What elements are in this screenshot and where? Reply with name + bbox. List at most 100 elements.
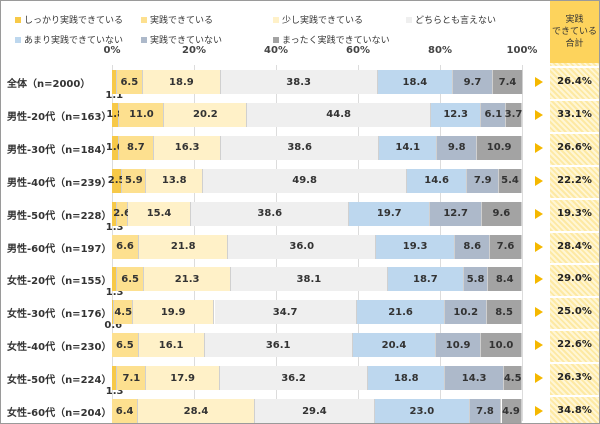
bar-segment: 8.6 xyxy=(455,234,491,259)
bar-segment: 6.6 xyxy=(112,234,140,259)
bar-segment: 36.1 xyxy=(204,333,353,358)
arrow-icon xyxy=(535,175,543,186)
bar-segment: 2.5 xyxy=(108,168,125,193)
bar-segment: 12.3 xyxy=(430,102,482,127)
bar-segment: 16.1 xyxy=(138,333,205,358)
arrow-icon xyxy=(535,274,543,285)
bar-segment: 28.4 xyxy=(138,399,255,423)
bar-segment: 13.8 xyxy=(146,168,204,193)
bar-segment: 18.9 xyxy=(143,70,221,94)
arrow-icon xyxy=(535,373,543,384)
row-label: 女性-60代（n=204） xyxy=(7,408,112,419)
bar-segment: 15.4 xyxy=(127,201,192,226)
bar-segment: 9.8 xyxy=(437,135,478,160)
bar-segment: 10.2 xyxy=(445,300,488,325)
bar-segment: 14.3 xyxy=(445,366,504,391)
arrow-icon xyxy=(535,307,543,318)
gridline xyxy=(522,65,523,421)
total-label: 26.4% xyxy=(557,76,592,87)
arrow-icon xyxy=(535,142,543,153)
arrow-icon xyxy=(535,208,543,219)
bar-segment: 12.7 xyxy=(430,201,483,226)
bar-segment: 10.9 xyxy=(436,333,481,358)
row-label: 男性-60代（n=197） xyxy=(7,243,112,255)
bar-segment: 7.4 xyxy=(492,70,524,94)
bar-segment: 36.2 xyxy=(219,366,369,391)
legend-item: どちらとも言えない xyxy=(406,13,496,26)
legend-swatch xyxy=(15,36,21,43)
bar-segment: 7.1 xyxy=(117,366,147,391)
bar-segment: 19.3 xyxy=(376,234,456,259)
row-label: 男性-50代（n=228） xyxy=(7,210,112,222)
bar-segment: 1.8 xyxy=(106,102,124,127)
legend-label: しっかり実践できている xyxy=(24,16,124,26)
bar-segment xyxy=(112,366,118,391)
legend-swatch xyxy=(15,16,21,23)
arrow-icon xyxy=(535,340,543,351)
row-label: 男性-40代（n=239） xyxy=(7,177,112,189)
legend-label: 少し実践できている xyxy=(282,16,364,26)
legend-swatch xyxy=(141,36,147,43)
legend-label: あまり実践できていない xyxy=(24,36,124,46)
summary-header: 実践 できている 合計 xyxy=(550,1,599,63)
bar-segment xyxy=(112,70,117,94)
summary-divider xyxy=(550,296,599,299)
legend-label: どちらとも言えない xyxy=(415,16,497,26)
legend-item: 実践できている xyxy=(141,13,213,26)
bar-segment: 9.7 xyxy=(453,70,493,94)
row-label: 男性-20代（n=163） xyxy=(7,111,112,123)
x-tick-label: 40% xyxy=(264,45,288,56)
bar-segment: 11.0 xyxy=(119,102,165,127)
arrow-icon xyxy=(535,77,543,87)
bar-segment: 4.5 xyxy=(114,300,133,325)
legend-item: 少し実践できている xyxy=(273,13,363,26)
data-label: 0.6 xyxy=(104,320,123,332)
row-label: 男性-30代（n=184） xyxy=(7,144,112,156)
bar-segment: 20.2 xyxy=(164,102,248,127)
x-tick-label: 20% xyxy=(182,45,206,56)
bar-segment: 29.4 xyxy=(254,399,376,423)
bar-segment: 6.5 xyxy=(117,267,144,292)
bar-segment: 19.9 xyxy=(132,300,215,325)
summary-divider xyxy=(550,164,599,167)
bar-segment: 21.6 xyxy=(356,300,446,325)
bar-segment: 38.3 xyxy=(220,70,378,94)
bar-segment: 6.5 xyxy=(112,333,139,358)
bar-segment: 36.0 xyxy=(228,234,377,259)
bar-segment: 7.9 xyxy=(467,168,500,193)
bar-segment: 34.7 xyxy=(214,300,357,325)
bar-segment: 14.1 xyxy=(379,135,438,160)
total-label: 26.3% xyxy=(557,372,592,384)
legend-item: 実践できていない xyxy=(141,33,222,46)
legend-item: しっかり実践できている xyxy=(15,13,123,26)
bar-segment: 6.4 xyxy=(112,399,139,423)
bar-segment: 18.4 xyxy=(377,70,454,94)
data-label: 1.3 xyxy=(105,221,124,233)
legend-swatch xyxy=(273,16,279,23)
row-label: 女性-20代（n=155） xyxy=(7,276,112,288)
bar-segment: 18.8 xyxy=(368,366,446,391)
summary-divider xyxy=(550,66,599,68)
bar-segment: 5.9 xyxy=(122,168,147,193)
legend-label: 実践できていない xyxy=(150,36,223,46)
total-label: 25.0% xyxy=(557,306,592,318)
summary-divider xyxy=(550,362,599,365)
bar-segment: 6.5 xyxy=(116,70,144,94)
bar-segment: 8.7 xyxy=(118,135,155,160)
bar-segment: 20.4 xyxy=(352,333,437,358)
total-label: 29.0% xyxy=(557,273,592,285)
bar-segment xyxy=(112,267,118,292)
data-label: 1.1 xyxy=(105,90,124,101)
total-label: 26.6% xyxy=(557,141,592,153)
row-label: 女性-30代（n=176） xyxy=(7,309,112,321)
bar-segment: 1.6 xyxy=(106,135,124,160)
bar-segment: 19.7 xyxy=(349,201,431,226)
bar-segment: 2.6 xyxy=(113,201,131,226)
bar-segment: 21.8 xyxy=(139,234,229,259)
row-label: 全体（n=2000） xyxy=(7,79,91,90)
summary-divider xyxy=(550,197,599,200)
bar-segment: 5.8 xyxy=(464,267,488,292)
bar-segment: 38.6 xyxy=(191,201,350,226)
legend-swatch xyxy=(406,16,412,23)
bar-segment: 9.6 xyxy=(482,201,522,226)
